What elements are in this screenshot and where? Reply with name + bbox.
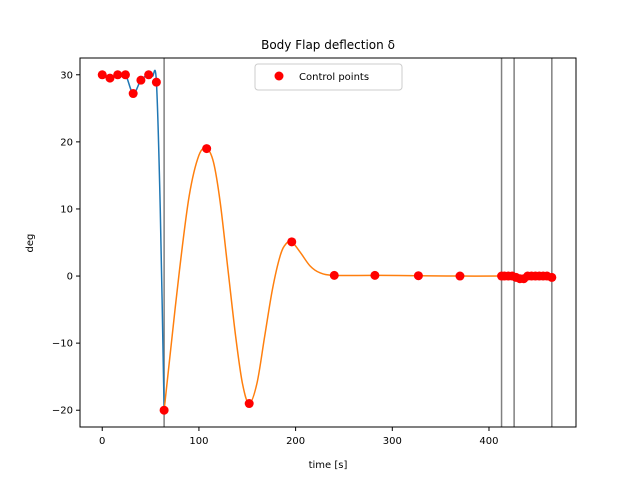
- x-tick-label-1: 100: [189, 436, 208, 447]
- control-point-12: [329, 270, 339, 280]
- control-point-2: [113, 70, 123, 80]
- control-point-1: [105, 73, 115, 83]
- y-tick-label-3: 10: [60, 204, 73, 215]
- control-point-4: [128, 89, 138, 99]
- x-axis-label: time [s]: [309, 460, 348, 471]
- control-point-5: [136, 75, 146, 85]
- plot-clipped-group: [97, 58, 557, 427]
- plot-area: [97, 58, 557, 427]
- legend: Control points: [254, 63, 403, 91]
- control-point-6: [144, 70, 154, 80]
- legend-marker: [274, 71, 284, 81]
- control-point-29: [547, 272, 557, 282]
- control-point-0: [97, 70, 107, 80]
- control-point-7: [151, 77, 161, 87]
- legend-box: [254, 63, 403, 91]
- axes: 0 100 200 300 400 −20 −10 0 10 20 30: [52, 57, 577, 447]
- control-point-13: [370, 270, 380, 280]
- control-point-14: [413, 271, 423, 281]
- y-tick-label-4: 20: [60, 137, 73, 148]
- chart-title: Body Flap deflection δ: [261, 38, 395, 52]
- x-tick-label-3: 300: [383, 436, 402, 447]
- control-point-15: [455, 271, 465, 281]
- y-tick-label-1: −10: [52, 339, 73, 350]
- control-point-11: [287, 237, 297, 247]
- y-tick-label-2: 0: [67, 272, 73, 283]
- y-tick-label-5: 30: [60, 70, 73, 81]
- x-tick-label-4: 400: [479, 436, 498, 447]
- y-tick-label-0: −20: [52, 406, 73, 417]
- axes-frame: [79, 57, 577, 428]
- x-tick-label-0: 0: [99, 436, 105, 447]
- legend-label: Control points: [299, 72, 369, 83]
- control-point-9: [202, 144, 212, 154]
- x-tick-label-2: 200: [286, 436, 305, 447]
- control-point-3: [120, 70, 130, 80]
- control-point-10: [244, 399, 254, 409]
- y-axis-label: deg: [25, 234, 36, 253]
- control-point-8: [159, 405, 169, 415]
- series-line-1: [163, 147, 552, 411]
